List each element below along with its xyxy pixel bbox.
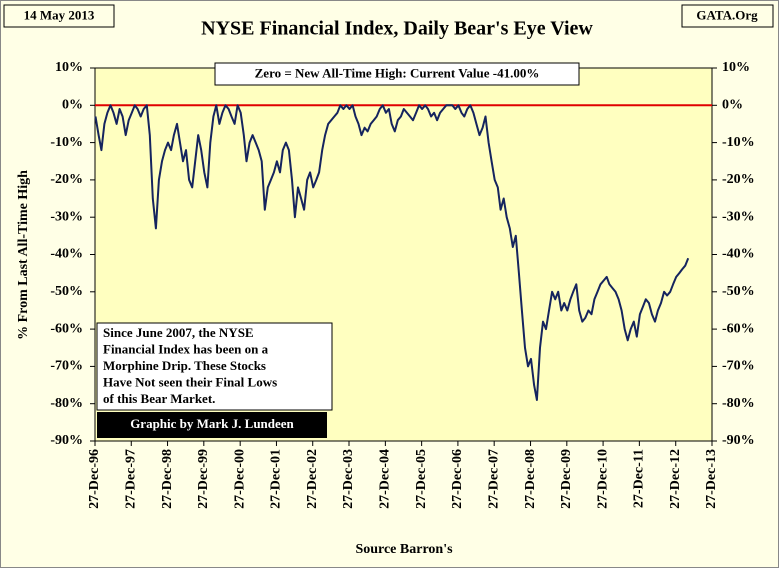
x-tick-label: 27-Dec-01 xyxy=(269,449,284,509)
annotation-line: of this Bear Market. xyxy=(103,391,215,406)
y2-tick-label: -20% xyxy=(722,172,755,187)
y2-tick-label: 10% xyxy=(722,60,750,75)
x-tick-label: 27-Dec-02 xyxy=(305,449,320,509)
x-tick-label: 27-Dec-00 xyxy=(232,449,247,509)
y-tick-label: -70% xyxy=(50,359,83,374)
x-tick-label: 27-Dec-97 xyxy=(123,449,138,509)
y-axis-label: % From Last All-Time High xyxy=(16,170,31,340)
annotation-box xyxy=(96,322,333,411)
y2-tick-label: -10% xyxy=(722,135,755,150)
x-tick-label: 27-Dec-09 xyxy=(559,449,574,509)
site-label: GATA.Org xyxy=(696,7,758,22)
data-line xyxy=(94,104,690,401)
y-tick-label: -10% xyxy=(50,135,83,150)
subtitle: Zero = New All-Time High: Current Value … xyxy=(255,65,540,80)
x-axis-label: Source Barron's xyxy=(355,542,453,557)
x-tick-label: 27-Dec-99 xyxy=(196,449,211,509)
y-tick-label: 10% xyxy=(55,60,83,75)
date-label: 14 May 2013 xyxy=(24,7,95,22)
x-tick-label: 27-Dec-04 xyxy=(378,449,393,509)
x-tick-label: 27-Dec-11 xyxy=(632,449,647,508)
annotation-line: Financial Index has been on a xyxy=(103,341,269,356)
x-tick-label: 27-Dec-06 xyxy=(450,449,465,509)
annotation-line: Morphine Drip. These Stocks xyxy=(103,358,266,373)
y2-tick-label: -30% xyxy=(722,209,755,224)
y-tick-label: -40% xyxy=(50,247,83,262)
x-tick-label: 27-Dec-05 xyxy=(414,449,429,509)
x-tick-label: 27-Dec-07 xyxy=(486,449,501,509)
y2-tick-label: -50% xyxy=(722,284,755,299)
y2-tick-label: -90% xyxy=(722,433,755,448)
credit-box xyxy=(97,412,327,438)
credit: Graphic by Mark J. Lundeen xyxy=(130,416,294,431)
subtitle-box xyxy=(214,62,580,86)
y2-tick-label: -70% xyxy=(722,359,755,374)
date-box xyxy=(3,4,115,28)
y2-tick-label: 0% xyxy=(722,98,743,113)
x-tick-label: 27-Dec-10 xyxy=(595,449,610,509)
y-tick-label: 0% xyxy=(62,98,83,113)
annotation-line: Have Not seen their Final Lows xyxy=(103,374,277,389)
x-tick-label: 27-Dec-98 xyxy=(160,449,175,509)
x-tick-label: 27-Dec-03 xyxy=(341,449,356,509)
y-tick-label: -60% xyxy=(50,321,83,336)
y-tick-label: -30% xyxy=(50,209,83,224)
site-box xyxy=(681,4,774,28)
chart-title: NYSE Financial Index, Daily Bear's Eye V… xyxy=(201,18,593,40)
y-tick-label: -50% xyxy=(50,284,83,299)
y-tick-label: -90% xyxy=(50,433,83,448)
y-tick-label: -80% xyxy=(50,396,83,411)
x-tick-label: 27-Dec-13 xyxy=(704,449,719,509)
annotation-line: Since June 2007, the NYSE xyxy=(103,325,254,340)
y2-tick-label: -60% xyxy=(722,321,755,336)
y2-tick-label: -80% xyxy=(722,396,755,411)
x-tick-label: 27-Dec-96 xyxy=(87,449,102,509)
y-tick-label: -20% xyxy=(50,172,83,187)
y2-tick-label: -40% xyxy=(722,247,755,262)
x-tick-label: 27-Dec-08 xyxy=(523,449,538,509)
x-tick-label: 27-Dec-12 xyxy=(668,449,683,509)
